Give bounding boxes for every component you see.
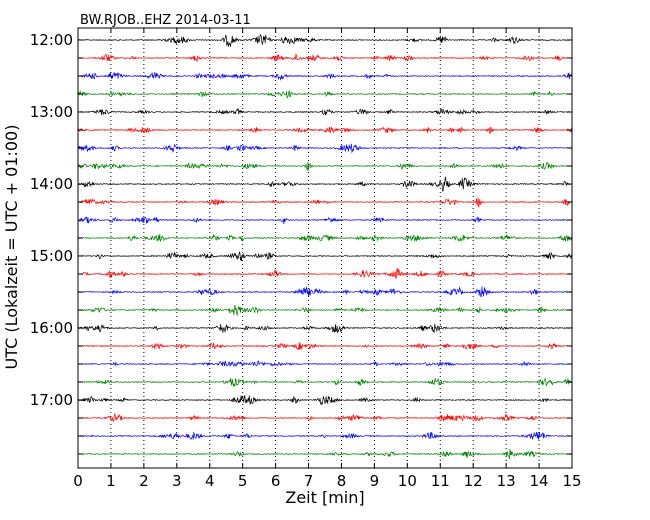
y-tick-label: 17:00 (30, 391, 73, 409)
plot-frame (77, 27, 573, 469)
y-axis-ticks: 12:00 13:00 14:00 15:00 16:00 17:00 (30, 31, 572, 455)
x-tick-label: 12 (464, 472, 483, 490)
trace-line (77, 161, 573, 171)
x-tick-label: 15 (562, 472, 581, 490)
y-axis-label: UTC (Lokalzeit = UTC + 01:00) (2, 125, 21, 370)
x-tick-label: 10 (398, 472, 417, 490)
trace-line (77, 126, 573, 134)
trace-line (77, 216, 573, 224)
y-tick-label: 12:00 (30, 31, 73, 49)
trace-line (77, 267, 573, 280)
y-tick-label: 15:00 (30, 247, 73, 265)
y-tick-label: 13:00 (30, 103, 73, 121)
grid-lines (110, 28, 540, 468)
x-tick-label: 0 (73, 472, 83, 490)
trace-line (77, 197, 573, 208)
x-axis-label: Zeit [min] (285, 488, 364, 507)
trace-line (77, 448, 573, 459)
trace-line (77, 53, 573, 63)
trace-line (77, 89, 573, 99)
chart-title: BW.RJOB..EHZ 2014-03-11 (80, 13, 251, 28)
trace-line (77, 395, 573, 405)
trace-line (77, 286, 573, 298)
x-tick-label: 3 (172, 472, 182, 490)
trace-line (77, 176, 573, 192)
trace-line (77, 233, 573, 243)
x-tick-label: 7 (304, 472, 314, 490)
x-tick-label: 6 (271, 472, 281, 490)
x-tick-label: 5 (238, 472, 248, 490)
x-tick-label: 8 (337, 472, 347, 490)
trace-line (77, 251, 573, 262)
trace-line (77, 71, 573, 81)
y-tick-label: 16:00 (30, 319, 73, 337)
trace-line (77, 304, 573, 316)
trace-line (77, 377, 573, 387)
x-axis-ticks: 0 1 2 3 4 5 6 7 8 9 10 11 12 13 14 15 (73, 28, 582, 490)
x-tick-label: 4 (205, 472, 215, 490)
plot-background (78, 28, 572, 468)
y-tick-label: 14:00 (30, 175, 73, 193)
trace-line (77, 342, 573, 351)
x-tick-label: 14 (530, 472, 549, 490)
seismic-traces (77, 33, 573, 459)
x-tick-label: 13 (497, 472, 516, 490)
x-tick-label: 2 (139, 472, 149, 490)
x-tick-label: 9 (370, 472, 380, 490)
trace-line (77, 143, 573, 154)
trace-line (77, 107, 573, 116)
trace-line (77, 323, 573, 334)
x-tick-label: 11 (431, 472, 450, 490)
trace-line (77, 33, 573, 47)
trace-line (77, 412, 573, 423)
trace-line (77, 431, 573, 441)
x-tick-label: 1 (106, 472, 116, 490)
trace-line (77, 360, 573, 367)
